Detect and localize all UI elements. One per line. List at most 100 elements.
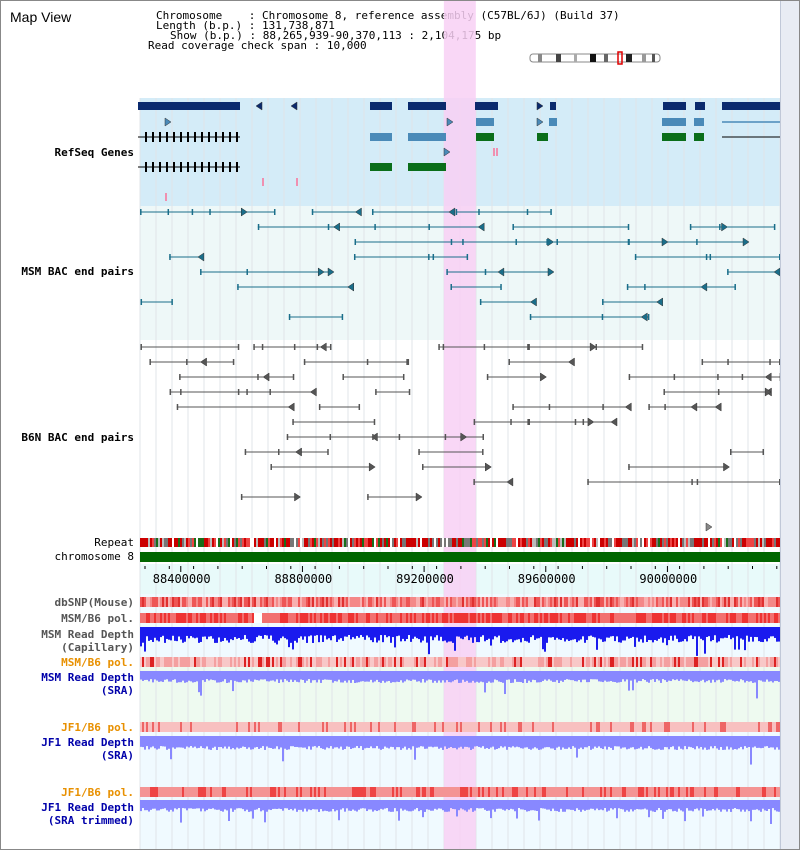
msm-b6-pol-cell [338,613,340,623]
msm-b6-pol-sra-cell [672,657,674,667]
msm-b6-pol-sra-cell [574,657,576,667]
repeat-element [520,538,522,547]
dbsnp-cell [300,597,302,607]
msm-b6-pol-cell [364,613,366,623]
jf1-depth-sra-bar [518,736,520,748]
jf1-b6-pol-trim-cell [396,787,398,797]
jf1-depth-sra-bar [494,736,496,750]
msm-depth-sra-bar [232,671,234,692]
dbsnp-cell [274,597,276,607]
jf1-depth-sra-bar [300,736,302,748]
refseq-exon [152,132,154,142]
repeat-element [452,538,454,547]
msm-depth-capillary-bar [766,627,768,642]
jf1-depth-sra-bar [444,736,446,747]
dbsnp-cell [716,597,718,607]
dbsnp-cell [766,597,768,607]
jf1-b6-pol-cell [224,722,226,732]
jf1-b6-pol-label[interactable]: JF1/B6 pol. [61,721,134,734]
jf1-depth-sra-bar [280,736,282,748]
msm-b6-pol-cell [444,613,446,623]
jf1-b6-pol-trim-cell [386,787,388,797]
msm-b6-pol-sra-cell [634,657,636,667]
msm-b6-pol-sra-cell [536,657,538,667]
b6n-bac-track-label[interactable]: B6N BAC end pairs [21,431,134,444]
repeat-element [502,538,504,547]
msm-depth-capillary-bar [156,627,158,641]
dbsnp-cell [608,597,610,607]
repeat-element [386,538,388,547]
jf1-depth-trim-bar [580,800,582,812]
refseq-track-label[interactable]: RefSeq Genes [54,146,134,159]
msm-depth-capillary-bar [286,627,288,640]
dbsnp-track-label[interactable]: dbSNP(Mouse) [54,596,134,609]
jf1-depth-trim-bar [332,800,334,809]
length-label: Length (b.p.) [156,19,243,32]
jf1-depth-trim-bar [538,800,540,821]
msm-depth-capillary-bar [166,627,168,639]
msm-depth-sra-bar [508,671,510,680]
jf1-b6-pol-cell [558,722,560,732]
jf1-depth-trim-bar [604,800,606,809]
jf1-depth-sra-bar [478,736,480,747]
jf1-b6-pol-trim-cell [726,787,728,797]
msm-depth-capillary-bar [256,627,258,638]
jf1-depth-trim-label[interactable]: JF1 Read Depth [41,801,134,814]
jf1-b6-pol-cell [462,722,464,732]
msm-depth-capillary-bar [438,627,440,641]
jf1-b6-pol-cell [596,722,598,732]
msm-bac-track-label[interactable]: MSM BAC end pairs [21,265,134,278]
jf1-depth-sra-bar [658,736,660,749]
msm-depth-sra-bar [746,671,748,681]
jf1-depth-trim-bar [722,800,724,810]
jf1-depth-trim-bar [148,800,150,812]
dbsnp-cell [738,597,740,607]
jf1-depth-trim-bar [282,800,284,811]
jf1-b6-pol-trim-label[interactable]: JF1/B6 pol. [61,786,134,799]
jf1-b6-pol-trim-cell [446,787,448,797]
refseq-gene-block [408,102,446,110]
msm-depth-sra-bar [504,671,506,695]
msm-depth-sra-bar [534,671,536,681]
msm-depth-capillary-bar [258,627,260,636]
repeat-element [738,538,740,547]
jf1-b6-pol-trim-cell [430,787,432,797]
msm-depth-capillary-label[interactable]: MSM Read Depth [41,628,134,641]
msm-depth-sra-label[interactable]: MSM Read Depth [41,671,134,684]
jf1-depth-sra-bar [410,736,412,750]
jf1-depth-trim-bar [606,800,608,812]
jf1-b6-pol-cell [174,722,176,732]
jf1-b6-pol-trim-cell [252,787,254,797]
msm-b6-pol-sra-cell [510,657,512,667]
msm-b6-pol-cell [172,613,174,623]
jf1-b6-pol-cell [382,722,384,732]
dbsnp-cell [436,597,438,607]
jf1-depth-sra-bar [742,736,744,750]
jf1-depth-sra-label[interactable]: JF1 Read Depth [41,736,134,749]
msm-b6-pol-cell [334,613,336,623]
msm-depth-capillary-bar [234,627,236,638]
dbsnp-cell [370,597,372,607]
dbsnp-cell [590,597,592,607]
jf1-b6-pol-cell [774,722,776,732]
repeat-element [562,538,564,547]
jf1-depth-trim-bar [318,800,320,812]
jf1-depth-trim-bar [616,800,618,819]
msm-depth-sra-bar [220,671,222,683]
vertical-scrollbar[interactable] [780,0,800,850]
jf1-depth-trim-bar [718,800,720,810]
jf1-b6-pol-cell [710,722,712,732]
jf1-depth-sra-bar [474,736,476,747]
msm-b6-pol-cell [584,613,586,623]
jf1-b6-pol-cell [180,722,182,732]
msm-b6-pol-capillary-label[interactable]: MSM/B6 pol. [61,612,134,625]
dbsnp-cell [742,597,744,607]
jf1-depth-sra-bar [646,736,648,749]
msm-b6-pol-sra-cell [340,657,342,667]
jf1-depth-sra-bar [434,736,436,747]
msm-depth-capillary-bar [400,627,402,642]
msm-b6-pol-sra-label[interactable]: MSM/B6 pol. [61,656,134,669]
jf1-b6-pol-trim-cell [152,787,154,797]
jf1-b6-pol-cell [576,722,578,732]
